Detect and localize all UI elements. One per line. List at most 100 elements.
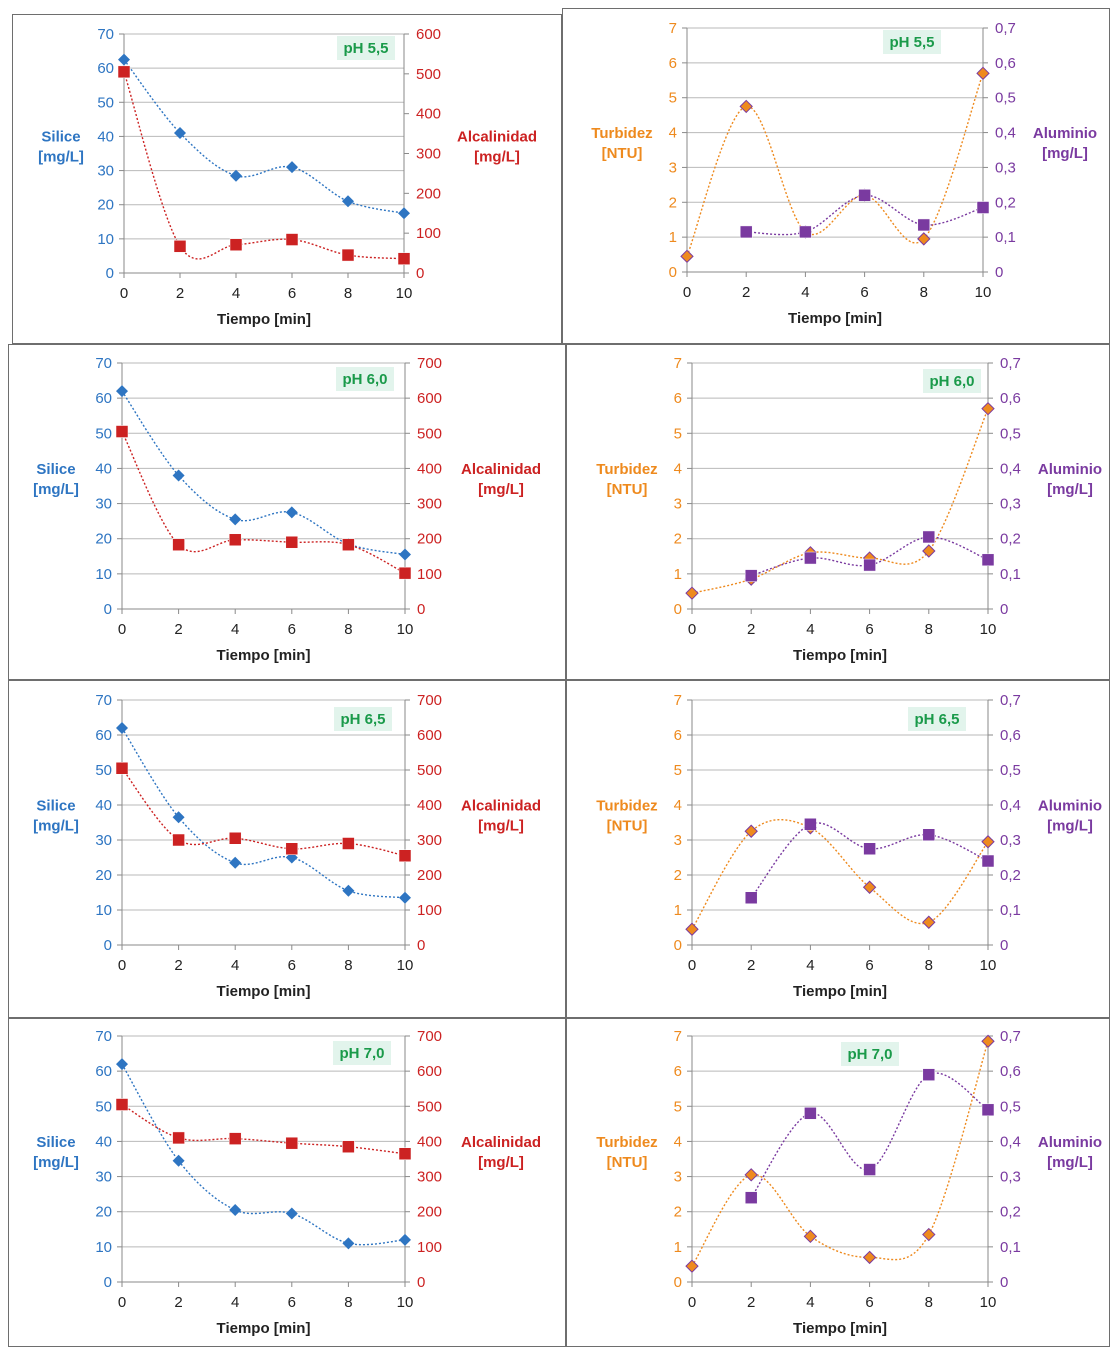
y-left-tick-label: 70 xyxy=(95,355,112,372)
trendline-alcalinidad xyxy=(121,431,406,574)
x-axis-label: Tiempo [min] xyxy=(217,647,311,664)
x-tick-label: 4 xyxy=(806,1294,814,1311)
y-left-axis-label: Silice xyxy=(36,798,75,815)
y-right-tick-label: 0 xyxy=(1000,1274,1008,1291)
y-right-tick-label: 200 xyxy=(417,867,442,884)
x-tick-label: 6 xyxy=(288,621,296,638)
y-right-tick-label: 300 xyxy=(417,832,442,849)
y-left-axis-label: Turbidez xyxy=(596,461,657,478)
trendline-turbidez xyxy=(691,819,989,930)
chart-panel-turbidez-ph70: 0 1 2 3 4 5 6 7 0 0,1 0,2 0,3 0,4 0,5 0,6 0,7 0 2 4 6 8 10 Tie… xyxy=(566,1018,1110,1347)
y-right-tick-label: 0,5 xyxy=(1000,762,1021,779)
point-silice xyxy=(172,469,185,482)
y-right-tick-label: 700 xyxy=(417,692,442,709)
point-silice xyxy=(172,811,185,824)
point-aluminio xyxy=(863,842,876,855)
x-tick-label: 0 xyxy=(688,621,696,638)
y-right-axis-label: Alcalinidad xyxy=(461,1134,541,1151)
y-right-tick-label: 100 xyxy=(417,1239,442,1256)
y-left-tick-label: 20 xyxy=(95,1204,112,1221)
point-turbidez xyxy=(744,824,758,838)
y-left-tick-label: 2 xyxy=(674,1204,682,1221)
y-right-tick-label: 0,5 xyxy=(1000,1098,1021,1115)
point-alcalinidad xyxy=(285,842,299,855)
point-alcalinidad xyxy=(398,849,412,862)
y-right-tick-label: 200 xyxy=(417,1204,442,1221)
y-right-tick-label: 600 xyxy=(416,26,441,43)
point-alcalinidad xyxy=(342,538,355,551)
y-left-tick-label: 0 xyxy=(104,1274,112,1291)
point-aluminio xyxy=(804,1107,817,1120)
chart-svg-turbidez-ph55: 0 1 2 3 4 5 6 7 0 0,1 0,2 0,3 0,4 0,5 0,6 0,7 0 2 4 6 8 10 Tie… xyxy=(591,20,1097,327)
x-axis-label: Tiempo [min] xyxy=(217,1320,311,1337)
y-left-tick-label: 0 xyxy=(674,601,682,618)
y-left-tick-label: 0 xyxy=(674,937,682,954)
point-silice xyxy=(399,891,411,904)
y-left-tick-label: 60 xyxy=(95,727,112,744)
y-left-tick-label: 5 xyxy=(669,90,677,107)
x-tick-label: 10 xyxy=(397,1294,414,1311)
chart-layer: 0 1 2 3 4 5 6 7 0 0,1 0,2 0,3 0,4 0,5 0,6 0,7 0 2 4 6 8 10 Tie… xyxy=(596,692,1102,1000)
y-left-tick-label: 5 xyxy=(674,1098,682,1115)
y-left-tick-label: 10 xyxy=(97,231,114,248)
x-tick-label: 2 xyxy=(747,621,755,638)
y-right-tick-label: 0,3 xyxy=(1000,1169,1021,1186)
y-right-tick-label: 100 xyxy=(417,902,442,919)
point-silice xyxy=(285,1207,298,1220)
y-right-tick-label: 400 xyxy=(417,1133,442,1150)
point-alcalinidad xyxy=(341,248,355,262)
y-right-axis-label: Alcalinidad xyxy=(461,798,541,815)
point-silice xyxy=(116,385,128,398)
y-right-tick-label: 0 xyxy=(1000,601,1008,618)
y-right-tick-label: 0,3 xyxy=(1000,496,1021,513)
point-silice xyxy=(398,207,410,220)
point-turbidez xyxy=(922,915,936,929)
point-turbidez xyxy=(976,66,990,81)
chart-panel-turbidez-ph60: 0 1 2 3 4 5 6 7 0 0,1 0,2 0,3 0,4 0,5 0,6 0,7 0 2 4 6 8 10 Tie… xyxy=(566,344,1110,680)
y-right-tick-label: 0,5 xyxy=(995,90,1016,107)
y-right-tick-label: 0,6 xyxy=(1000,390,1021,407)
y-right-tick-label: 400 xyxy=(417,797,442,814)
y-right-axis-label: Aluminio xyxy=(1033,125,1097,142)
y-right-tick-label: 0,2 xyxy=(995,194,1016,211)
ph-badge-label: pH 6,5 xyxy=(340,711,385,728)
y-left-tick-label: 50 xyxy=(95,762,112,779)
chart-layer: 0 1 2 3 4 5 6 7 0 0,1 0,2 0,3 0,4 0,5 0,6 0,7 0 2 4 6 8 10 Tie… xyxy=(596,355,1102,664)
ph-badge xyxy=(883,30,941,54)
y-left-axis-label: Silice xyxy=(36,461,75,478)
ph-badge-label: pH 6,0 xyxy=(342,371,387,388)
y-left-tick-label: 60 xyxy=(95,1063,112,1080)
y-right-tick-label: 0,3 xyxy=(995,159,1016,176)
trendline-alcalinidad xyxy=(121,1103,406,1155)
point-silice xyxy=(342,1237,355,1250)
point-aluminio xyxy=(799,225,812,239)
ph-badge xyxy=(923,369,981,393)
point-aluminio xyxy=(922,530,936,544)
y-left-tick-label: 3 xyxy=(674,1169,682,1186)
y-left-axis-label: [mg/L] xyxy=(33,818,79,835)
ph-badge-label: pH 7,0 xyxy=(847,1046,892,1063)
point-turbidez xyxy=(862,1250,877,1265)
y-right-tick-label: 0 xyxy=(995,264,1003,281)
x-tick-label: 6 xyxy=(860,284,868,301)
y-left-tick-label: 70 xyxy=(95,692,112,709)
point-alcalinidad xyxy=(228,533,242,547)
x-tick-label: 2 xyxy=(742,284,750,301)
trendline-silice xyxy=(121,727,406,899)
x-axis-label: Tiempo [min] xyxy=(793,983,887,1000)
y-left-tick-label: 5 xyxy=(674,425,682,442)
y-left-tick-label: 7 xyxy=(674,692,682,709)
y-left-tick-label: 5 xyxy=(674,762,682,779)
point-aluminio xyxy=(981,854,995,868)
y-left-tick-label: 1 xyxy=(669,229,677,246)
chart-panel-turbidez-ph65: 0 1 2 3 4 5 6 7 0 0,1 0,2 0,3 0,4 0,5 0,6 0,7 0 2 4 6 8 10 Tie… xyxy=(566,680,1110,1018)
x-axis-label: Tiempo [min] xyxy=(217,311,311,328)
point-silice xyxy=(116,1058,128,1071)
trendline-silice xyxy=(123,59,405,214)
point-aluminio xyxy=(863,1163,876,1176)
point-alcalinidad xyxy=(397,252,411,265)
point-turbidez xyxy=(803,1229,818,1244)
